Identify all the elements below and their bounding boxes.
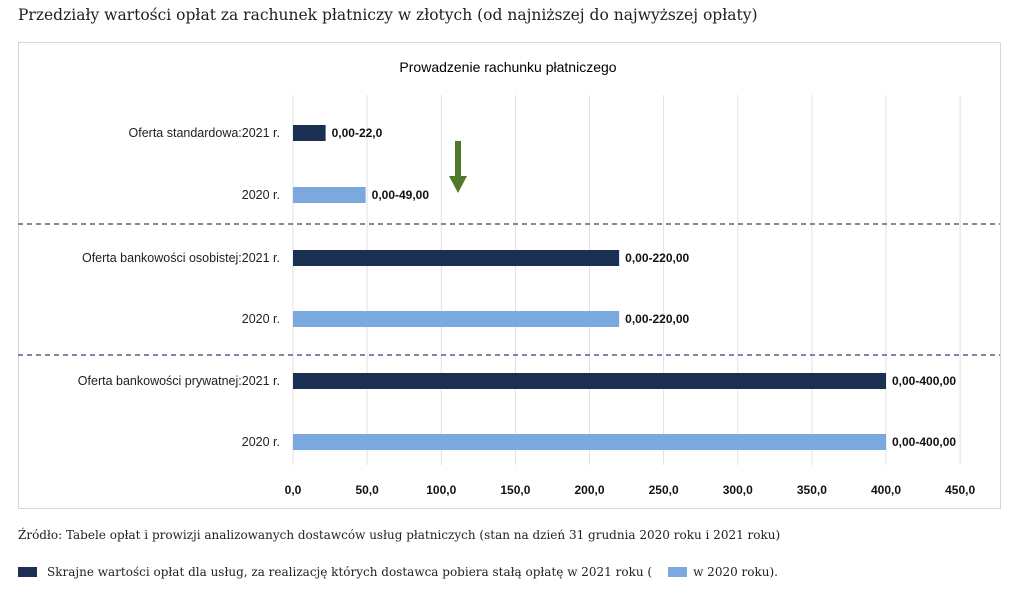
legend-swatch-2020 xyxy=(668,567,688,577)
x-tick-label: 100,0 xyxy=(426,483,456,497)
data-label: 0,00-22,0 xyxy=(332,126,383,140)
x-axis-ticks: 0,0 50,0 100,0 150,0 200,0 250,0 300,0 350,0 400… xyxy=(285,483,976,497)
source-note: Źródło: Tabele opłat i prowizji analizow… xyxy=(18,528,781,542)
bar xyxy=(293,250,620,266)
x-tick-label: 250,0 xyxy=(649,483,679,497)
category-label: 2020 r. xyxy=(242,435,280,449)
down-arrow-icon xyxy=(449,141,467,193)
data-label: 0,00-400,00 xyxy=(892,435,956,449)
x-tick-label: 300,0 xyxy=(723,483,753,497)
category-label: 2020 r. xyxy=(242,312,280,326)
bars: Oferta standardowa:2021 r. 0,00-22,0 2020 … xyxy=(78,125,956,450)
data-label: 0,00-220,00 xyxy=(625,251,689,265)
group-separators xyxy=(18,223,1000,356)
data-label: 0,00-49,00 xyxy=(372,188,430,202)
bar xyxy=(293,373,886,389)
data-label: 0,00-400,00 xyxy=(892,374,956,388)
legend: Skrajne wartości opłat dla usług, za rea… xyxy=(18,565,778,579)
legend-label-2021: Skrajne wartości opłat dla usług, za rea… xyxy=(47,565,653,579)
chart-frame xyxy=(18,42,1001,509)
x-tick-label: 150,0 xyxy=(500,483,530,497)
bar xyxy=(293,125,326,141)
category-label: Oferta bankowości prywatnej:2021 r. xyxy=(78,374,280,388)
category-label: Oferta standardowa:2021 r. xyxy=(129,126,280,140)
x-tick-label: 400,0 xyxy=(871,483,901,497)
page-title: Przedziały wartości opłat za rachunek pł… xyxy=(18,6,758,24)
legend-label-2020: w 2020 roku). xyxy=(693,565,778,579)
x-tick-label: 450,0 xyxy=(945,483,975,497)
x-tick-label: 200,0 xyxy=(574,483,604,497)
bar xyxy=(293,187,366,203)
bar xyxy=(293,311,620,327)
x-tick-label: 350,0 xyxy=(797,483,827,497)
bar xyxy=(293,434,886,450)
category-label: 2020 r. xyxy=(242,188,280,202)
legend-swatch-2021 xyxy=(18,567,37,577)
category-label: Oferta bankowości osobistej:2021 r. xyxy=(82,251,280,265)
grid-lines xyxy=(292,95,961,465)
x-tick-label: 0,0 xyxy=(285,483,302,497)
chart-title: Prowadzenie rachunku płatniczego xyxy=(399,59,616,75)
data-label: 0,00-220,00 xyxy=(625,312,689,326)
x-tick-label: 50,0 xyxy=(355,483,379,497)
